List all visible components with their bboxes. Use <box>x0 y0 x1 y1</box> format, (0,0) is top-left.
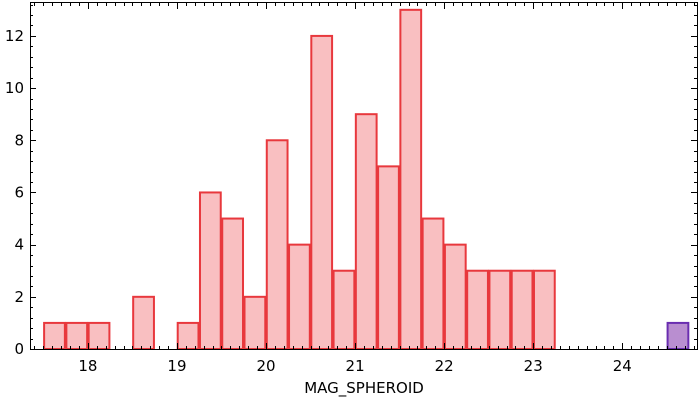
histogram-bar <box>65 321 89 350</box>
histogram-bar <box>221 217 245 350</box>
x-tick-label: 21 <box>346 357 365 375</box>
histogram-bar <box>488 269 512 350</box>
histogram-bar <box>132 295 155 350</box>
y-tick-label: 0 <box>14 340 24 358</box>
histogram-bar <box>377 165 400 350</box>
y-tick-label: 4 <box>14 236 24 254</box>
histogram-bar <box>421 217 445 350</box>
bars-layer <box>43 8 690 351</box>
histogram-bar <box>466 269 489 350</box>
histogram-bar <box>243 295 267 350</box>
histogram-bar <box>87 321 111 350</box>
x-axis-label: MAG_SPHEROID <box>304 379 424 398</box>
histogram-bar <box>332 269 356 350</box>
y-tick-label: 10 <box>5 79 24 97</box>
histogram-bar <box>443 243 467 350</box>
histogram-bar <box>310 34 334 350</box>
histogram-bar <box>198 191 222 350</box>
histogram-bar <box>43 321 66 350</box>
x-tick-label: 18 <box>78 357 97 375</box>
histogram-bar <box>265 139 289 350</box>
y-tick-label: 2 <box>14 288 24 306</box>
y-tick-label: 6 <box>14 183 24 201</box>
histogram-bar <box>666 321 690 350</box>
histogram-bar <box>288 243 311 350</box>
y-tick-label: 12 <box>5 27 24 45</box>
x-tick-label: 20 <box>256 357 275 375</box>
histogram-bar <box>532 269 556 350</box>
histogram-bar <box>510 269 534 350</box>
histogram-bar <box>354 113 378 350</box>
plot-frame <box>30 2 698 350</box>
x-tick-label: 22 <box>435 357 454 375</box>
x-tick-label: 24 <box>613 357 632 375</box>
x-tick-label: 23 <box>524 357 543 375</box>
x-tick-label: 19 <box>167 357 186 375</box>
histogram-bar <box>176 321 200 350</box>
y-tick-label: 8 <box>14 131 24 149</box>
histogram-bar <box>399 8 423 351</box>
